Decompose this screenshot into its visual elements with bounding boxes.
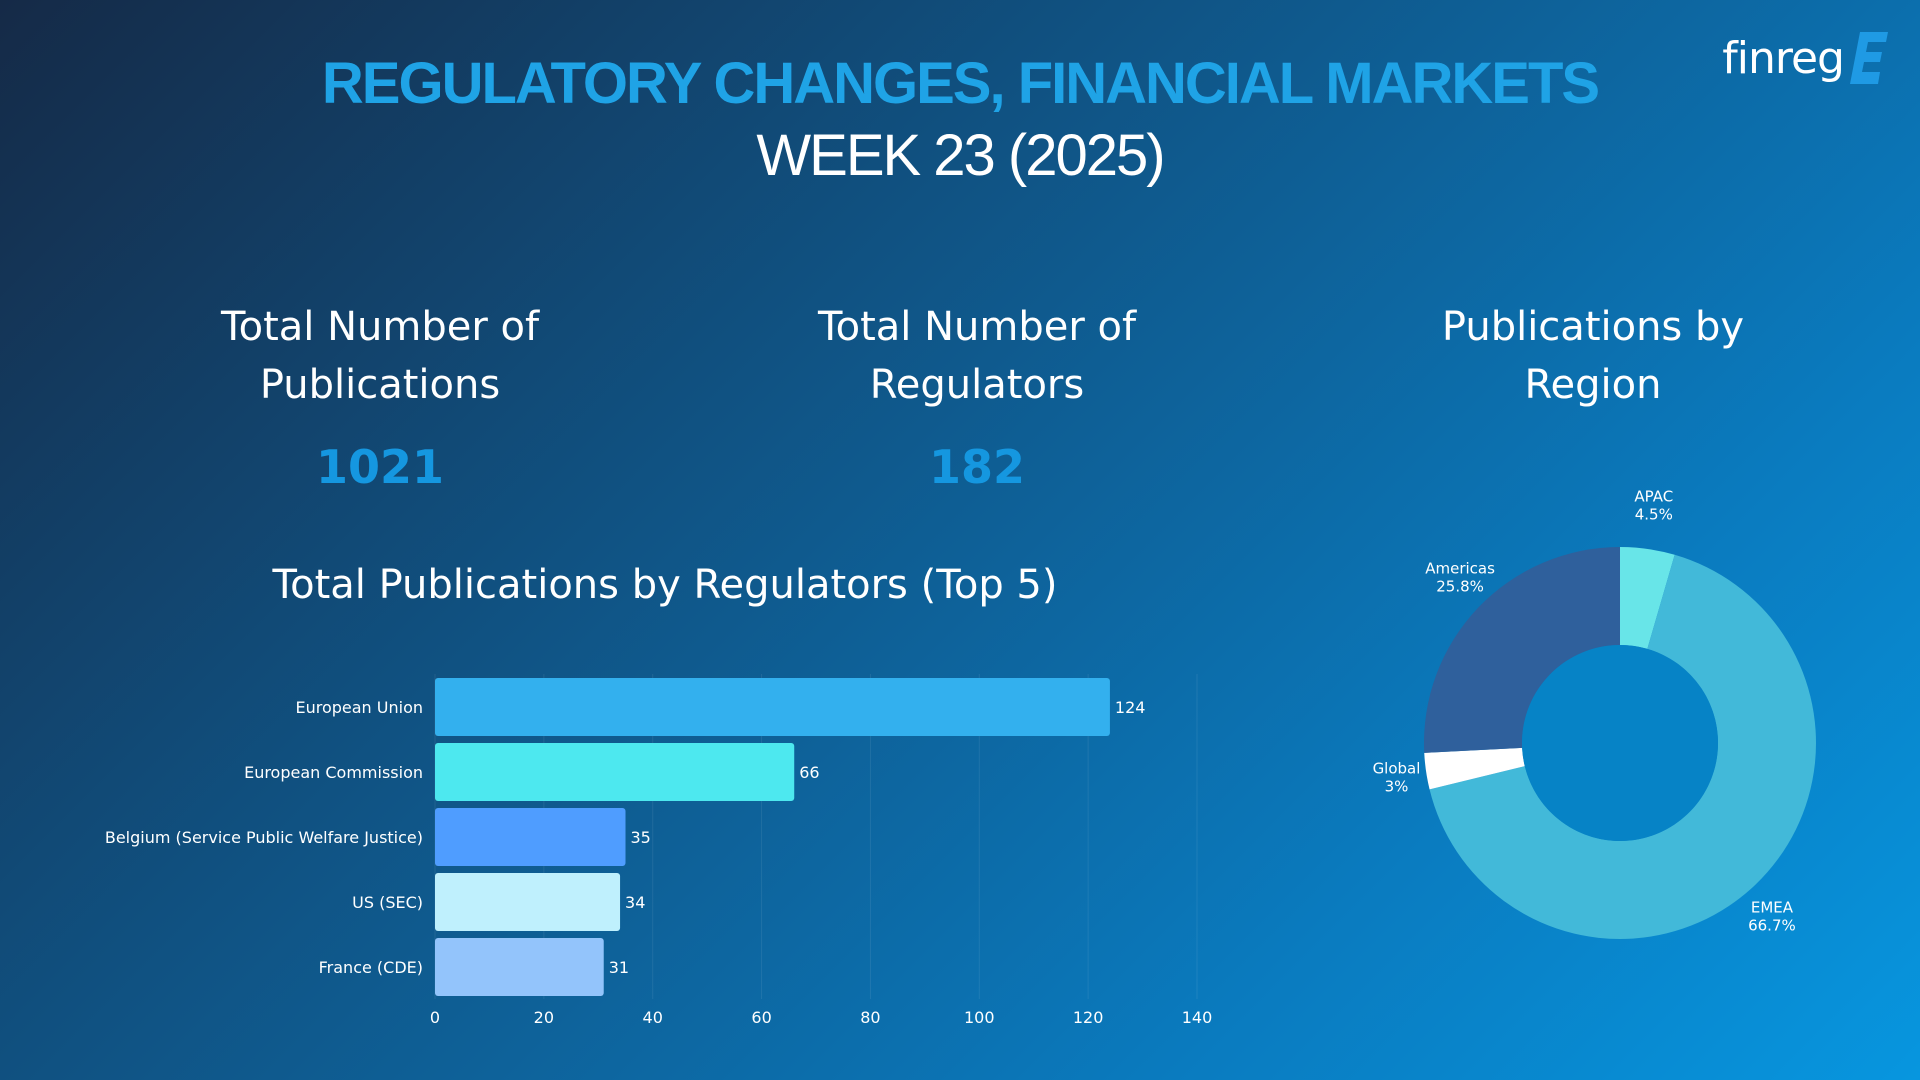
bar: [435, 808, 626, 866]
bar-value-label: 66: [799, 763, 819, 782]
x-tick-label: 140: [1182, 1008, 1213, 1027]
x-tick-label: 100: [964, 1008, 995, 1027]
logo-text: finreg: [1722, 32, 1845, 84]
bar-value-label: 34: [625, 893, 645, 912]
kpi-publications-label: Total Number of Publications: [80, 298, 680, 414]
region-chart-title-line2: Region: [1524, 362, 1662, 408]
slice-label: EMEA: [1751, 898, 1794, 916]
x-tick-label: 80: [860, 1008, 880, 1027]
slice-value-label: 3%: [1385, 778, 1409, 796]
category-label: US (SEC): [352, 893, 423, 912]
x-tick-label: 60: [751, 1008, 771, 1027]
kpi-regulators-value: 182: [928, 440, 1026, 494]
page-title: REGULATORY CHANGES, FINANCIAL MARKETS: [321, 51, 1600, 116]
x-tick-label: 0: [430, 1008, 440, 1027]
donut-slice: [1620, 547, 1675, 649]
donut-slice: [1424, 747, 1525, 790]
donut-hole: [1522, 645, 1718, 841]
kpi-publications-value: 1021: [315, 440, 445, 494]
slice-label: Americas: [1425, 560, 1495, 578]
page-subtitle: WEEK 23 (2025): [756, 123, 1165, 188]
slice-value-label: 4.5%: [1635, 505, 1673, 523]
bar-value-label: 35: [631, 828, 651, 847]
donut-slice: [1429, 554, 1817, 939]
bar-value-label: 124: [1115, 698, 1146, 717]
bar: [435, 938, 604, 996]
bar: [435, 678, 1110, 736]
donut-slice: [1424, 547, 1620, 753]
x-tick-label: 120: [1073, 1008, 1104, 1027]
finreg-e-mark-icon: [1850, 32, 1888, 84]
bar-value-label: 31: [609, 958, 629, 977]
bar-chart-title: Total Publications by Regulators (Top 5): [272, 562, 1058, 608]
bar: [435, 743, 795, 801]
slice-label: Global: [1373, 760, 1421, 778]
kpi-publications-label-line1: Total Number of: [220, 304, 540, 350]
x-tick-label: 40: [643, 1008, 663, 1027]
region-chart-title: Publications by Region: [1293, 298, 1893, 414]
x-tick-label: 20: [534, 1008, 554, 1027]
region-chart-title-line1: Publications by: [1441, 304, 1745, 350]
slice-label: APAC: [1634, 487, 1673, 505]
category-label: Belgium (Service Public Welfare Justice): [105, 828, 423, 847]
slice-value-label: 66.7%: [1748, 916, 1796, 934]
bar: [435, 873, 621, 931]
category-label: France (CDE): [319, 958, 423, 977]
finreg-logo: finreg: [1722, 26, 1888, 90]
kpi-regulators-label: Total Number of Regulators: [677, 298, 1277, 414]
kpi-regulators-label-line1: Total Number of: [817, 304, 1137, 350]
category-label: European Commission: [244, 763, 423, 782]
kpi-publications-label-line2: Publications: [259, 362, 501, 408]
category-label: European Union: [295, 698, 423, 717]
slice-value-label: 25.8%: [1436, 578, 1484, 596]
kpi-regulators-label-line2: Regulators: [869, 362, 1085, 408]
